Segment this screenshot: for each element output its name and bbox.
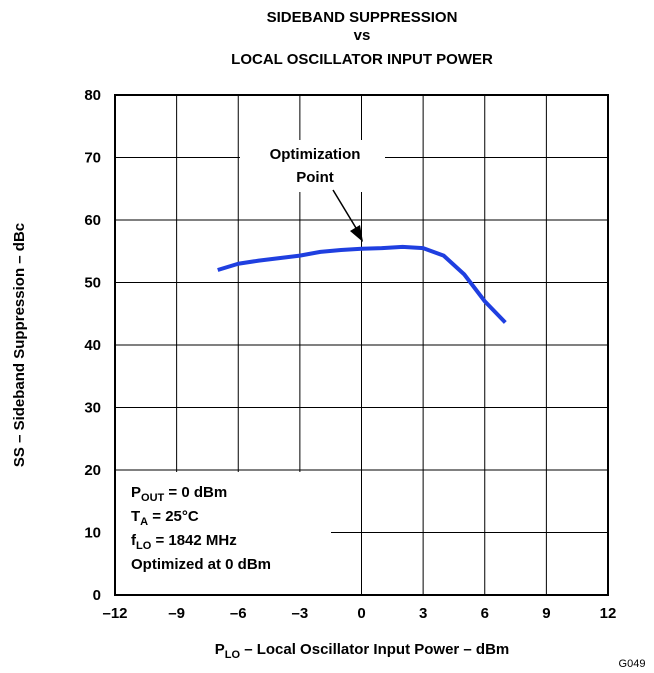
- annotation: Point: [296, 169, 334, 186]
- x-axis-label-part: P: [215, 641, 225, 658]
- y-tick-label: 40: [84, 337, 101, 354]
- x-tick-label: –12: [102, 605, 127, 622]
- annotation-arrow: [332, 189, 357, 229]
- x-tick-label: 12: [600, 605, 617, 622]
- x-tick-label: 6: [481, 605, 489, 622]
- conditions-box: [116, 472, 331, 594]
- condition-part: Optimized at 0 dBm: [131, 556, 271, 573]
- condition: Optimized at 0 dBm: [131, 556, 271, 573]
- condition-part: f: [131, 532, 137, 549]
- condition-part: = 25°C: [148, 508, 199, 525]
- condition-part: P: [131, 484, 141, 501]
- x-axis-label-part: LO: [225, 649, 241, 661]
- y-tick-label: 80: [84, 87, 101, 104]
- x-axis-label-part: – Local Oscillator Input Power – dBm: [240, 641, 509, 658]
- y-tick-label: 0: [93, 587, 101, 604]
- condition-part: = 1842 MHz: [151, 532, 236, 549]
- y-tick-label: 60: [84, 212, 101, 229]
- x-tick-label: 0: [357, 605, 365, 622]
- figure-id: G049: [619, 658, 646, 670]
- x-tick-label: 3: [419, 605, 427, 622]
- chart-title: LOCAL OSCILLATOR INPUT POWER: [231, 51, 493, 68]
- x-tick-label: 9: [542, 605, 550, 622]
- annotation-box: [240, 140, 385, 192]
- condition-part: = 0 dBm: [164, 484, 227, 501]
- condition-part: OUT: [141, 492, 165, 504]
- y-axis-label: SS – Sideband Suppression – dBc: [11, 223, 28, 467]
- chart-title: SIDEBAND SUPPRESSION: [267, 9, 458, 26]
- condition: TA = 25°C: [131, 508, 199, 528]
- y-tick-label: 50: [84, 275, 101, 292]
- series-line: [217, 244, 507, 324]
- chart-title: vs: [354, 27, 371, 44]
- condition: fLO = 1842 MHz: [131, 532, 237, 552]
- condition-part: T: [131, 508, 140, 525]
- y-tick-label: 30: [84, 400, 101, 417]
- condition: POUT = 0 dBm: [131, 484, 227, 504]
- y-tick-label: 70: [84, 150, 101, 167]
- x-axis-label: PLO – Local Oscillator Input Power – dBm: [215, 641, 510, 661]
- y-tick-label: 10: [84, 525, 101, 542]
- condition-part: LO: [136, 540, 152, 552]
- x-tick-label: –3: [292, 605, 309, 622]
- plot-frame: [114, 94, 609, 596]
- x-tick-label: –6: [230, 605, 247, 622]
- x-tick-label: –9: [168, 605, 185, 622]
- condition-part: A: [140, 516, 148, 528]
- annotation: Optimization: [270, 146, 361, 163]
- annotation-arrowhead: [350, 225, 363, 242]
- y-tick-label: 20: [84, 462, 101, 479]
